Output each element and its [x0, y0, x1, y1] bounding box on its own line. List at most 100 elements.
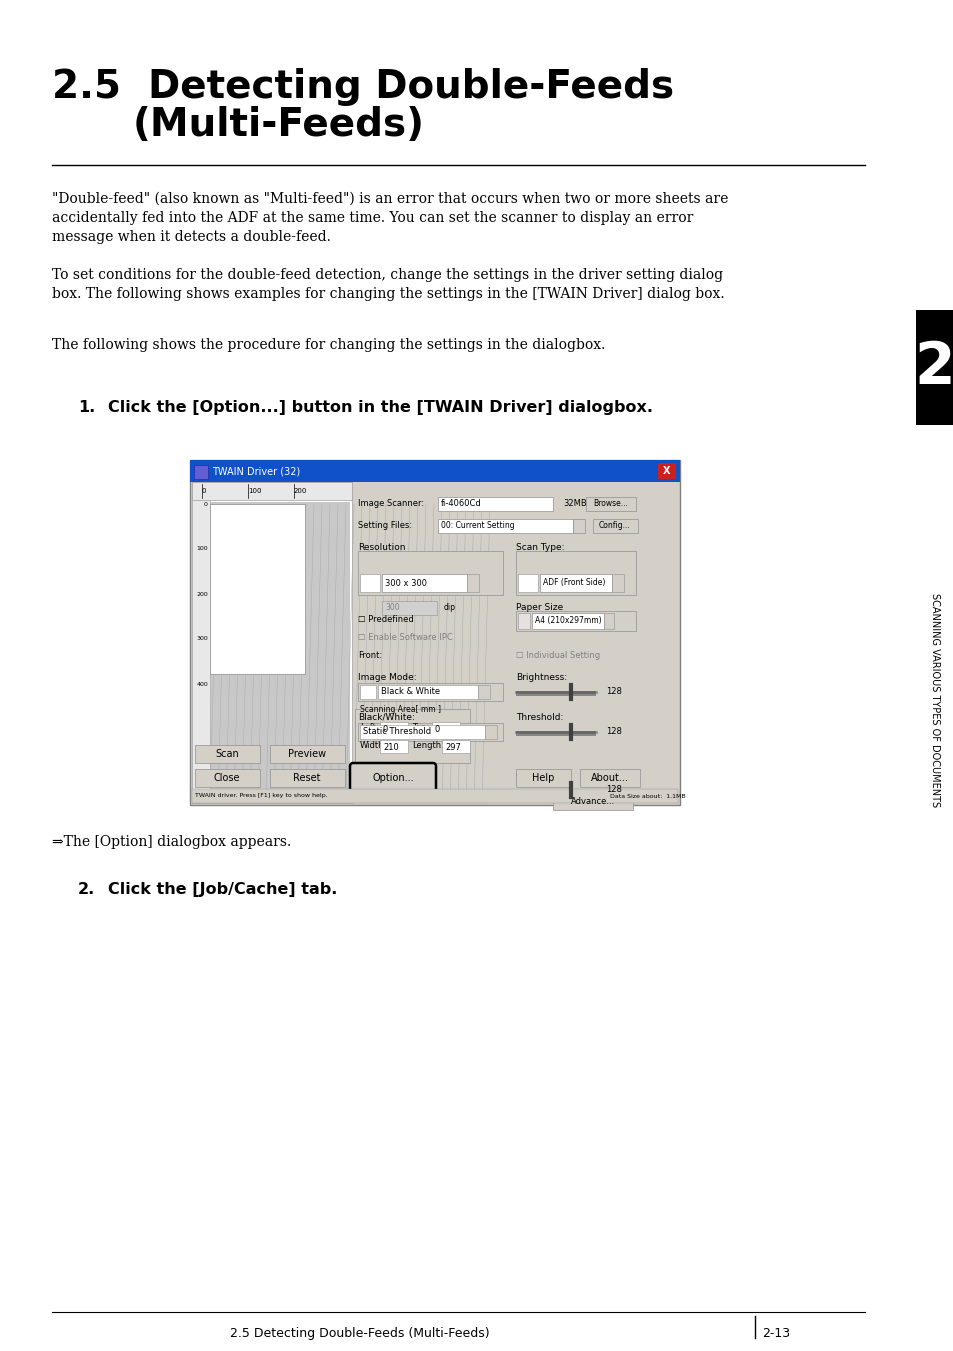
Text: 1.: 1.	[78, 400, 95, 415]
Bar	[193, 465, 208, 480]
Bar	[658, 463, 676, 480]
Bar	[516, 769, 571, 788]
Text: Front:: Front:	[357, 650, 382, 659]
Bar	[270, 744, 345, 763]
Text: Click the [Job/Cache] tab.: Click the [Job/Cache] tab.	[108, 882, 337, 897]
Text: Reset: Reset	[293, 773, 320, 784]
Bar	[432, 721, 459, 735]
Bar	[194, 769, 260, 788]
Text: Scan: Scan	[214, 748, 238, 759]
Bar	[357, 684, 502, 701]
Text: 128: 128	[605, 688, 621, 697]
Bar	[381, 601, 436, 615]
Text: 0: 0	[204, 501, 208, 507]
Text: Static Threshold: Static Threshold	[363, 727, 431, 736]
Text: Scan Type:: Scan Type:	[516, 543, 564, 551]
Text: dip: dip	[443, 604, 456, 612]
Text: 200: 200	[196, 592, 208, 597]
Text: Setting Files:: Setting Files:	[357, 520, 412, 530]
Text: 128: 128	[605, 727, 621, 736]
Text: 300: 300	[196, 636, 208, 642]
Text: 0: 0	[382, 724, 388, 734]
Text: 32MB: 32MB	[562, 499, 586, 508]
Bar	[915, 309, 953, 426]
Text: Brightness:: Brightness:	[516, 673, 566, 681]
Text: 2.5  Detecting Double-Feeds: 2.5 Detecting Double-Feeds	[52, 68, 674, 105]
Text: TWAIN Driver (32): TWAIN Driver (32)	[212, 466, 300, 476]
Text: Threshold:: Threshold:	[516, 712, 563, 721]
Bar	[477, 685, 490, 698]
Bar	[192, 500, 210, 802]
Text: A4 (210x297mm): A4 (210x297mm)	[535, 616, 601, 626]
Text: To set conditions for the double-feed detection, change the settings in the driv: To set conditions for the double-feed de…	[52, 267, 724, 301]
Bar	[573, 519, 584, 534]
Bar	[210, 504, 305, 674]
Text: Browse...: Browse...	[593, 499, 628, 508]
Text: 297: 297	[444, 743, 460, 751]
Bar	[517, 613, 530, 630]
Bar	[192, 789, 678, 802]
Bar	[359, 574, 379, 592]
Text: Click the [Option...] button in the [TWAIN Driver] dialogbox.: Click the [Option...] button in the [TWA…	[108, 400, 652, 415]
Bar	[517, 574, 537, 592]
Text: 2: 2	[914, 339, 953, 396]
Text: Black/White:: Black/White:	[357, 712, 415, 721]
Text: 0: 0	[435, 724, 439, 734]
Text: Paper Size: Paper Size	[516, 603, 562, 612]
Text: Advance...: Advance...	[570, 797, 615, 807]
Bar	[516, 551, 636, 594]
Text: 128: 128	[605, 785, 621, 794]
Text: TWAIN driver. Press [F1] key to show help.: TWAIN driver. Press [F1] key to show hel…	[194, 793, 327, 798]
Text: 2.5 Detecting Double-Feeds (Multi-Feeds): 2.5 Detecting Double-Feeds (Multi-Feeds)	[230, 1327, 490, 1340]
Text: ADF (Front Side): ADF (Front Side)	[542, 578, 605, 588]
Text: 100: 100	[248, 488, 261, 494]
Bar	[381, 574, 467, 592]
Text: "Double-feed" (also known as "Multi-feed") is an error that occurs when two or m: "Double-feed" (also known as "Multi-feed…	[52, 192, 727, 245]
Text: ☐ Predefined: ☐ Predefined	[357, 615, 414, 624]
Text: 00: Current Setting: 00: Current Setting	[440, 520, 514, 530]
Bar	[379, 721, 408, 735]
Bar	[192, 482, 352, 802]
Text: 300 x 300: 300 x 300	[385, 578, 427, 588]
Text: Scanning Area[ mm ]: Scanning Area[ mm ]	[359, 705, 440, 715]
Text: Preview: Preview	[288, 748, 326, 759]
Bar	[437, 519, 573, 534]
FancyBboxPatch shape	[350, 763, 436, 793]
Text: The following shows the procedure for changing the settings in the dialogbox.: The following shows the procedure for ch…	[52, 338, 605, 353]
Bar	[585, 497, 636, 511]
Bar	[359, 685, 375, 698]
Bar	[579, 769, 639, 788]
Text: Image Mode:: Image Mode:	[357, 673, 416, 681]
Bar	[359, 725, 484, 739]
Text: 0: 0	[202, 488, 206, 494]
Bar	[516, 690, 596, 696]
Text: 400: 400	[196, 681, 208, 686]
Text: About...: About...	[591, 773, 628, 784]
Bar	[377, 685, 477, 698]
Bar	[603, 613, 614, 630]
Text: Help: Help	[531, 773, 554, 784]
Bar	[553, 794, 633, 811]
Bar	[437, 497, 553, 511]
Text: Option...: Option...	[372, 773, 414, 784]
Bar	[357, 551, 502, 594]
Bar	[593, 519, 638, 534]
Text: ☐ Enable Software IPC: ☐ Enable Software IPC	[357, 632, 453, 642]
Bar	[467, 574, 478, 592]
Text: Length:: Length:	[412, 740, 443, 750]
Bar	[516, 611, 636, 631]
Text: ☐ Individual Setting: ☐ Individual Setting	[516, 650, 599, 659]
Bar	[192, 482, 352, 500]
Text: Data Size about:  1.1MB: Data Size about: 1.1MB	[609, 793, 685, 798]
Bar	[270, 769, 345, 788]
Bar	[484, 725, 497, 739]
Bar	[516, 731, 596, 736]
Bar	[190, 459, 679, 805]
Text: Black & White: Black & White	[380, 688, 439, 697]
Text: Config...: Config...	[598, 520, 630, 530]
Text: SCANNING VARIOUS TYPES OF DOCUMENTS: SCANNING VARIOUS TYPES OF DOCUMENTS	[929, 593, 939, 807]
Text: Left:: Left:	[359, 723, 378, 731]
Text: 200: 200	[294, 488, 307, 494]
Text: Width:: Width:	[359, 740, 387, 750]
Bar	[194, 744, 260, 763]
